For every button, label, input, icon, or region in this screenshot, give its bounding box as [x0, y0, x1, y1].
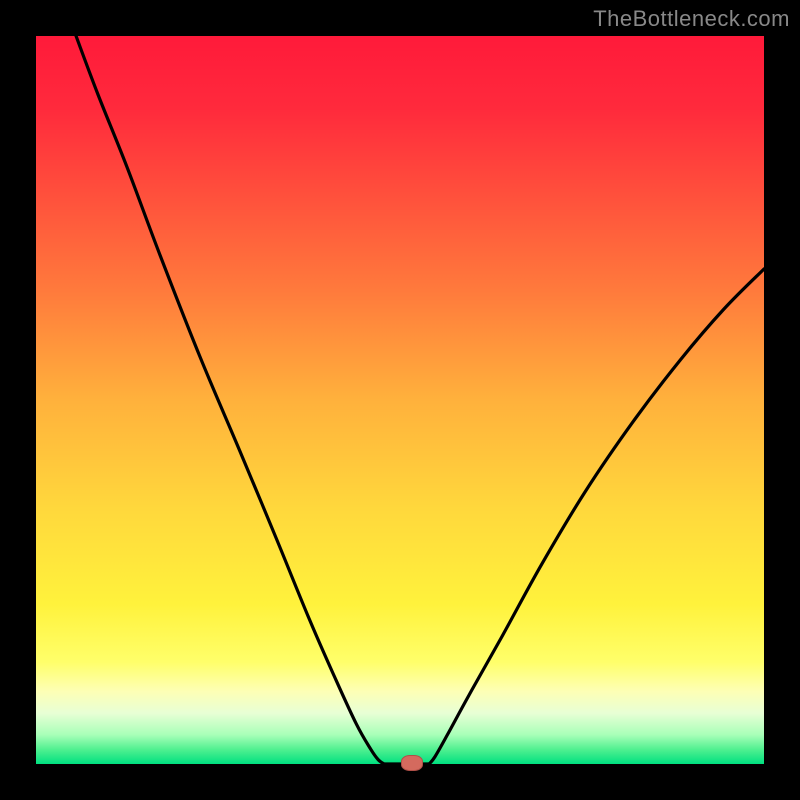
- chart-frame: [36, 36, 764, 764]
- optimal-point-marker: [401, 755, 423, 771]
- bottleneck-curve: [36, 36, 764, 764]
- watermark-text: TheBottleneck.com: [593, 6, 790, 32]
